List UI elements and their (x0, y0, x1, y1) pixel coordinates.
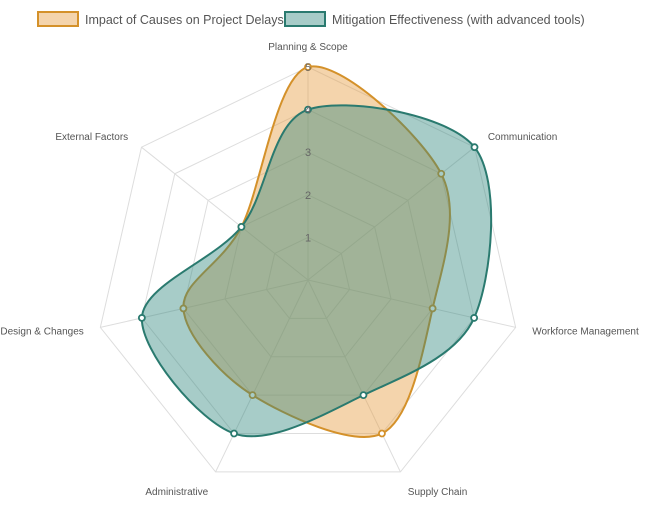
grid-spoke (100, 279, 309, 328)
axis-label: Administrative (145, 487, 208, 498)
legend-item-0[interactable]: Impact of Causes on Project Delays (37, 11, 284, 27)
data-point[interactable] (470, 143, 479, 152)
grid-spoke (215, 279, 309, 473)
grid-spoke (307, 279, 516, 328)
grid-ring (99, 66, 517, 473)
legend-swatch (37, 11, 79, 27)
data-point[interactable] (179, 304, 188, 313)
axis-label: Design & Changes (0, 327, 83, 338)
tick-label: 5 (305, 62, 311, 74)
legend-label: Impact of Causes on Project Delays (85, 13, 284, 27)
series-1 (137, 104, 493, 438)
data-point[interactable] (304, 105, 312, 114)
grid-ring (265, 236, 351, 319)
legend-item-1[interactable]: Mitigation Effectiveness (with advanced … (284, 11, 585, 27)
grid-ring (141, 109, 475, 435)
tick-label: 4 (305, 105, 311, 117)
data-point[interactable] (437, 169, 446, 178)
data-point[interactable] (359, 391, 368, 400)
axis-label: Workforce Management (532, 327, 639, 338)
data-point[interactable] (248, 391, 257, 400)
axis-label: Supply Chain (408, 487, 467, 498)
tick-label: 3 (305, 147, 311, 159)
data-point[interactable] (378, 429, 386, 438)
grid-spoke (141, 146, 309, 281)
series-area (140, 104, 493, 438)
radar-series (137, 63, 493, 438)
data-point[interactable] (470, 314, 479, 322)
legend-swatch (284, 11, 326, 27)
tick-label: 1 (305, 232, 311, 244)
axis-label: Communication (488, 132, 557, 143)
grid-ring (182, 151, 434, 396)
radar-grid (99, 66, 517, 473)
axis-label: Planning & Scope (268, 42, 348, 53)
axis-labels: Planning & Scope Communication Workforce M… (0, 42, 639, 498)
grid-spoke (307, 146, 475, 281)
tick-label: 2 (305, 190, 311, 202)
legend-label: Mitigation Effectiveness (with advanced … (332, 13, 585, 27)
axis-label: External Factors (55, 132, 128, 143)
data-point[interactable] (137, 314, 146, 322)
data-point[interactable] (304, 63, 312, 71)
data-point[interactable] (428, 304, 437, 313)
grid-ring (224, 194, 392, 358)
data-point[interactable] (230, 429, 238, 438)
legend[interactable]: Impact of Causes on Project Delays Mitiga… (37, 11, 585, 27)
radial-ticks: 1 2 3 4 5 (305, 62, 311, 244)
data-point[interactable] (237, 222, 246, 231)
grid-spoke (307, 279, 401, 473)
